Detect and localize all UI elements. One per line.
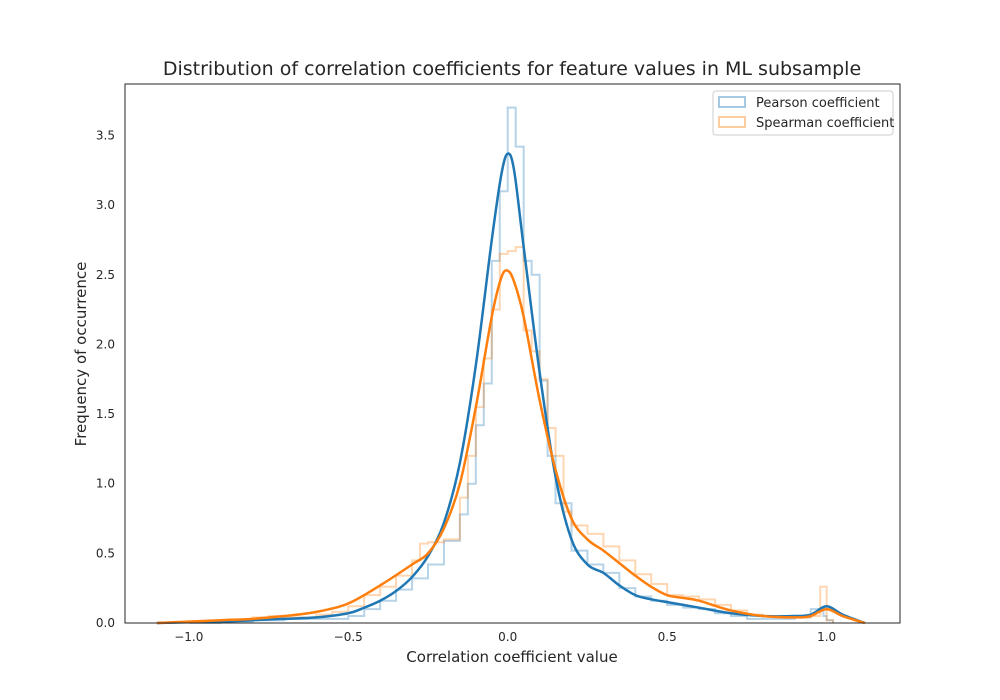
y-tick-label: 3.5 xyxy=(96,129,115,143)
y-tick-label: 2.5 xyxy=(96,268,115,282)
y-tick-label: 0.5 xyxy=(96,546,115,560)
x-tick-label: −1.0 xyxy=(174,630,203,644)
y-tick-label: 0.0 xyxy=(96,616,115,630)
legend: Pearson coefficient Spearman coefficient xyxy=(712,90,894,136)
y-tick-labels: 0.0 0.5 1.0 1.5 2.0 2.5 3.0 3.5 xyxy=(96,129,115,630)
x-tick-label: −0.5 xyxy=(334,630,363,644)
x-tick-label: 0.5 xyxy=(658,630,677,644)
y-tick-label: 2.0 xyxy=(96,337,115,351)
plot-area xyxy=(156,106,866,625)
axes-frame xyxy=(124,83,901,624)
legend-swatch-pearson xyxy=(718,96,746,108)
y-tick-label: 3.0 xyxy=(96,198,115,212)
legend-label-pearson: Pearson coefficient xyxy=(756,96,880,111)
x-tick-label: 1.0 xyxy=(817,630,836,644)
legend-label-spearman: Spearman coefficient xyxy=(756,116,894,131)
y-tick-label: 1.5 xyxy=(96,407,115,421)
y-axis-label: Frequency of occurrence xyxy=(72,262,90,447)
legend-swatch-spearman xyxy=(718,116,746,128)
kde-line-spearman xyxy=(156,269,866,625)
y-tick-label: 1.0 xyxy=(96,477,115,491)
x-tick-label: 0.0 xyxy=(498,630,517,644)
histogram-spearman xyxy=(187,245,835,623)
legend-box xyxy=(712,90,894,136)
chart-title: Distribution of correlation coefficients… xyxy=(163,58,861,80)
histogram-pearson xyxy=(188,106,835,624)
x-tick-labels: −1.0 −0.5 0.0 0.5 1.0 xyxy=(174,630,836,644)
x-axis-label: Correlation coefficient value xyxy=(406,648,617,666)
kde-line-pearson xyxy=(156,152,866,625)
